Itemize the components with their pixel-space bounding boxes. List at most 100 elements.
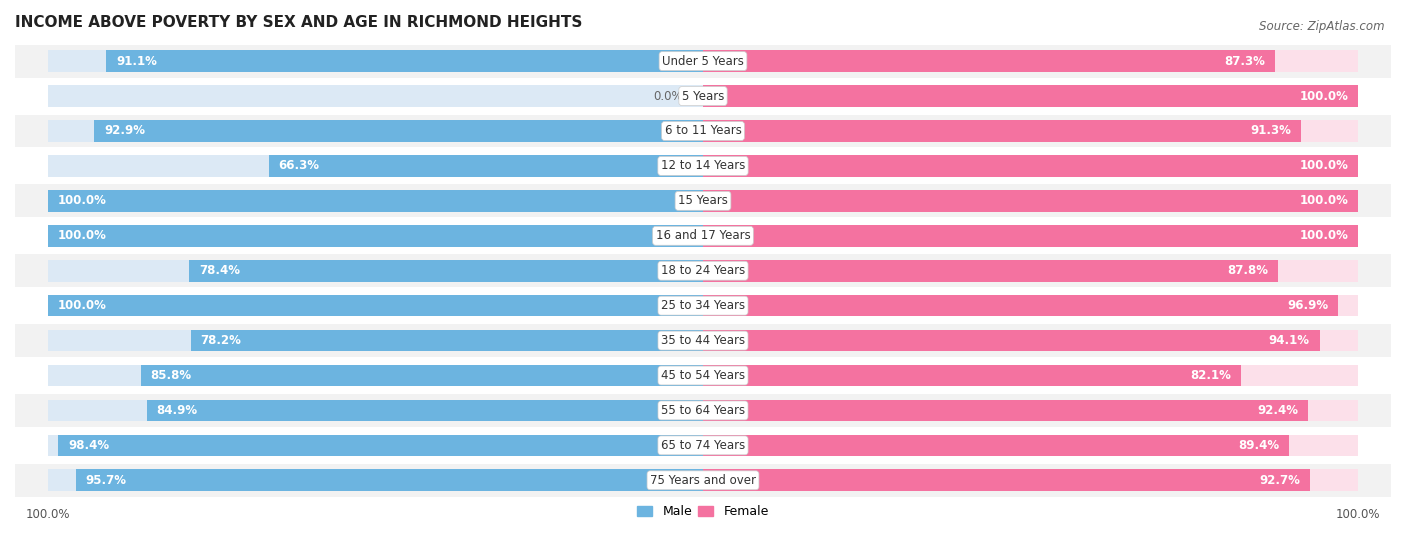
Bar [703, 364, 1241, 386]
Bar [105, 50, 703, 72]
Bar [48, 225, 703, 247]
Bar [48, 85, 703, 107]
Bar [703, 260, 1358, 282]
Text: 100.0%: 100.0% [1299, 159, 1348, 172]
Text: 55 to 64 Years: 55 to 64 Years [661, 404, 745, 417]
Bar [15, 44, 1391, 79]
Text: 6 to 11 Years: 6 to 11 Years [665, 125, 741, 138]
Bar [15, 323, 1391, 358]
Bar [703, 120, 1358, 142]
Bar [703, 330, 1358, 352]
Text: 15 Years: 15 Years [678, 195, 728, 207]
Text: 18 to 24 Years: 18 to 24 Years [661, 264, 745, 277]
Bar [15, 149, 1391, 183]
Bar [703, 120, 1301, 142]
Bar [703, 295, 1339, 316]
Text: 92.7%: 92.7% [1260, 474, 1301, 487]
Bar [703, 400, 1309, 421]
Bar [15, 79, 1391, 113]
Bar [703, 190, 1358, 212]
Bar [703, 434, 1289, 456]
Bar [703, 50, 1275, 72]
Bar [15, 463, 1391, 498]
Text: 82.1%: 82.1% [1191, 369, 1232, 382]
Bar [703, 434, 1358, 456]
Bar [94, 120, 703, 142]
Bar [703, 225, 1358, 247]
Bar [48, 50, 703, 72]
Text: 5 Years: 5 Years [682, 89, 724, 102]
Text: 78.4%: 78.4% [200, 264, 240, 277]
Bar [48, 190, 703, 212]
Bar [703, 330, 1320, 352]
Text: 87.3%: 87.3% [1225, 55, 1265, 68]
Bar [703, 85, 1358, 107]
Text: 66.3%: 66.3% [278, 159, 319, 172]
Text: 92.4%: 92.4% [1257, 404, 1299, 417]
Bar [191, 330, 703, 352]
Text: 35 to 44 Years: 35 to 44 Years [661, 334, 745, 347]
Text: 0.0%: 0.0% [654, 89, 683, 102]
Bar [146, 400, 703, 421]
Text: 16 and 17 Years: 16 and 17 Years [655, 229, 751, 242]
Bar [15, 113, 1391, 149]
Text: 100.0%: 100.0% [1299, 195, 1348, 207]
Text: 91.1%: 91.1% [115, 55, 157, 68]
Text: 100.0%: 100.0% [58, 229, 107, 242]
Text: 100.0%: 100.0% [1299, 89, 1348, 102]
Bar [703, 155, 1358, 177]
Text: 92.9%: 92.9% [104, 125, 145, 138]
Text: 85.8%: 85.8% [150, 369, 191, 382]
Bar [141, 364, 703, 386]
Bar [15, 253, 1391, 288]
Text: 100.0%: 100.0% [1299, 229, 1348, 242]
Bar [76, 470, 703, 491]
Bar [703, 50, 1358, 72]
Bar [48, 330, 703, 352]
Bar [269, 155, 703, 177]
Bar [15, 393, 1391, 428]
Text: 94.1%: 94.1% [1268, 334, 1310, 347]
Bar [703, 364, 1358, 386]
Bar [58, 434, 703, 456]
Text: 75 Years and over: 75 Years and over [650, 474, 756, 487]
Bar [15, 183, 1391, 219]
Bar [703, 85, 1358, 107]
Legend: Male, Female: Male, Female [633, 500, 773, 523]
Bar [48, 120, 703, 142]
Bar [48, 434, 703, 456]
Text: 96.9%: 96.9% [1286, 299, 1329, 312]
Bar [703, 470, 1310, 491]
Text: 65 to 74 Years: 65 to 74 Years [661, 439, 745, 452]
Bar [703, 295, 1358, 316]
Text: 89.4%: 89.4% [1237, 439, 1279, 452]
Bar [703, 470, 1358, 491]
Bar [703, 400, 1358, 421]
Text: 12 to 14 Years: 12 to 14 Years [661, 159, 745, 172]
Text: INCOME ABOVE POVERTY BY SEX AND AGE IN RICHMOND HEIGHTS: INCOME ABOVE POVERTY BY SEX AND AGE IN R… [15, 15, 582, 30]
Bar [15, 288, 1391, 323]
Bar [48, 470, 703, 491]
Bar [190, 260, 703, 282]
Bar [48, 225, 703, 247]
Bar [703, 260, 1278, 282]
Text: 45 to 54 Years: 45 to 54 Years [661, 369, 745, 382]
Text: Source: ZipAtlas.com: Source: ZipAtlas.com [1260, 20, 1385, 32]
Text: 78.2%: 78.2% [201, 334, 242, 347]
Bar [48, 190, 703, 212]
Text: 91.3%: 91.3% [1250, 125, 1291, 138]
Bar [703, 155, 1358, 177]
Bar [703, 190, 1358, 212]
Text: 100.0%: 100.0% [58, 195, 107, 207]
Bar [48, 295, 703, 316]
Bar [703, 225, 1358, 247]
Bar [48, 364, 703, 386]
Bar [15, 358, 1391, 393]
Text: Under 5 Years: Under 5 Years [662, 55, 744, 68]
Text: 87.8%: 87.8% [1227, 264, 1268, 277]
Bar [48, 400, 703, 421]
Bar [48, 155, 703, 177]
Bar [15, 219, 1391, 253]
Text: 98.4%: 98.4% [67, 439, 110, 452]
Bar [48, 295, 703, 316]
